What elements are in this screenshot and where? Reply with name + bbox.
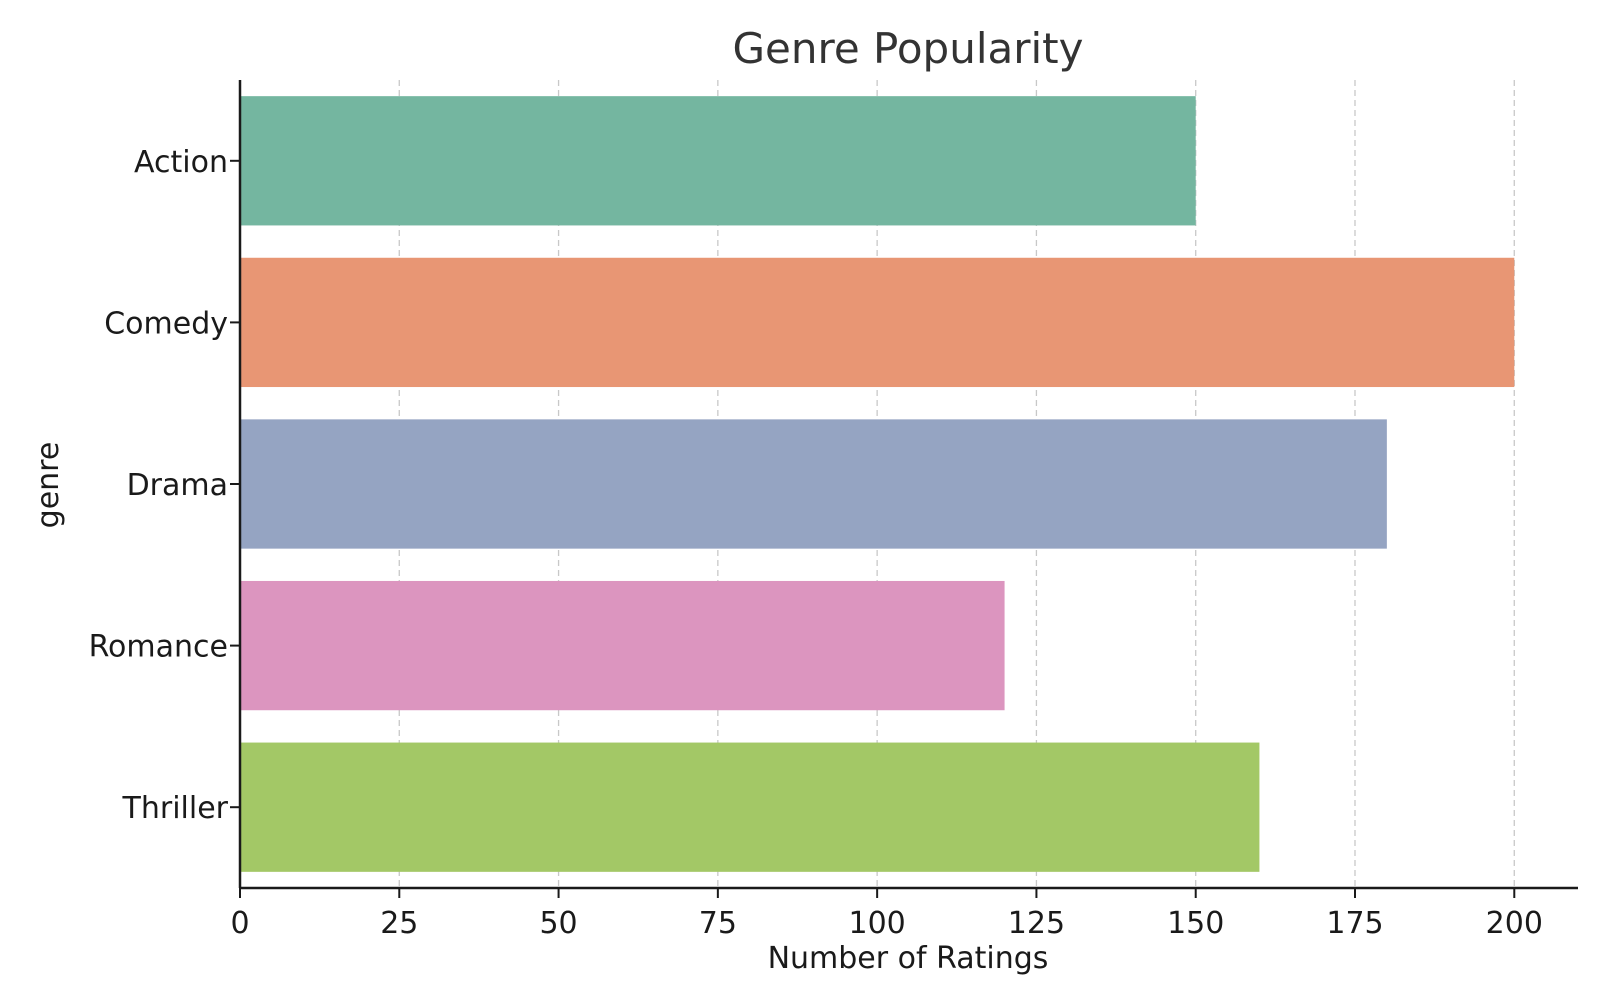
x-tick-label-50: 50 — [539, 906, 577, 941]
x-tick-label-100: 100 — [849, 906, 906, 941]
y-tick-label-drama: Drama — [127, 468, 228, 503]
bar-romance — [240, 580, 1005, 711]
y-tick-label-thriller: Thriller — [122, 791, 229, 826]
bar-action — [240, 96, 1196, 226]
x-tick-label-75: 75 — [699, 906, 737, 941]
x-axis-label: Number of Ratings — [768, 941, 1049, 976]
y-tick-label-action: Action — [134, 145, 228, 180]
bar-drama — [240, 419, 1387, 549]
axes: Action Comedy Drama Romance Thriller 0 25 50 75 1… — [89, 80, 1578, 941]
x-tick-label-0: 0 — [230, 906, 249, 941]
y-axis-label: genre — [31, 442, 66, 529]
x-tick-label-25: 25 — [380, 906, 418, 941]
y-tick-label-romance: Romance — [89, 630, 228, 665]
bar-thriller — [240, 742, 1260, 872]
x-tick-label-200: 200 — [1486, 906, 1543, 941]
x-tick-label-150: 150 — [1167, 906, 1224, 941]
chart-title: Genre Popularity — [732, 24, 1083, 73]
bars — [240, 96, 1515, 872]
x-tick-label-125: 125 — [1008, 906, 1065, 941]
y-tick-label-comedy: Comedy — [104, 306, 228, 341]
bar-comedy — [240, 257, 1515, 388]
x-tick-label-175: 175 — [1326, 906, 1383, 941]
